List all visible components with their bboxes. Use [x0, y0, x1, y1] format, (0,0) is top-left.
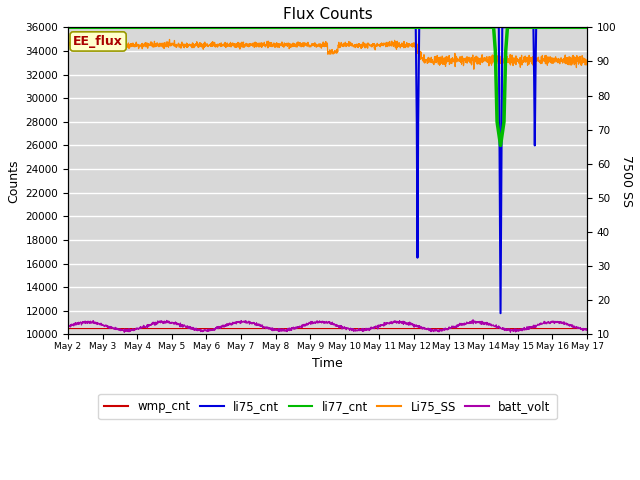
Title: Flux Counts: Flux Counts — [283, 7, 372, 22]
Y-axis label: 7500 SS: 7500 SS — [620, 155, 633, 207]
Legend: wmp_cnt, li75_cnt, li77_cnt, Li75_SS, batt_volt: wmp_cnt, li75_cnt, li77_cnt, Li75_SS, ba… — [99, 394, 557, 419]
Y-axis label: Counts: Counts — [7, 159, 20, 203]
Text: EE_flux: EE_flux — [73, 35, 123, 48]
X-axis label: Time: Time — [312, 357, 343, 370]
